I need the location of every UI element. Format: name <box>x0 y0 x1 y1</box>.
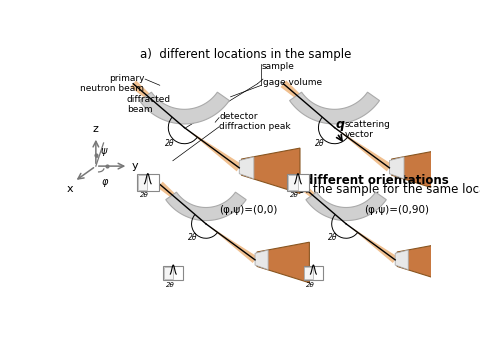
Text: x: x <box>67 184 74 194</box>
Polygon shape <box>395 250 408 270</box>
Text: primary
neutron beam: primary neutron beam <box>80 74 144 93</box>
Text: 2θ: 2θ <box>188 233 198 242</box>
Text: 2θ: 2θ <box>315 139 325 147</box>
Bar <box>303 266 323 280</box>
Text: gage volume: gage volume <box>263 78 322 87</box>
Text: detector: detector <box>219 111 258 120</box>
Text: different orientations: different orientations <box>304 174 448 187</box>
Bar <box>304 266 313 280</box>
Bar <box>137 174 159 190</box>
Polygon shape <box>389 157 404 179</box>
Bar <box>138 175 147 190</box>
Text: of the sample for the same location: of the sample for the same location <box>299 183 480 196</box>
Polygon shape <box>241 148 300 193</box>
Text: z: z <box>93 124 99 134</box>
Polygon shape <box>335 128 392 171</box>
Text: scattering
vector: scattering vector <box>345 120 390 139</box>
Text: 2θ: 2θ <box>290 192 299 198</box>
Polygon shape <box>157 182 206 224</box>
Polygon shape <box>306 192 386 221</box>
Polygon shape <box>289 92 380 124</box>
Bar <box>163 266 183 280</box>
Polygon shape <box>298 182 346 224</box>
Text: 2θ: 2θ <box>165 139 175 147</box>
Text: diffraction peak: diffraction peak <box>219 122 291 131</box>
Polygon shape <box>397 242 449 283</box>
Bar <box>164 266 173 280</box>
Polygon shape <box>206 224 257 263</box>
Text: ψ: ψ <box>100 146 107 156</box>
Bar <box>287 174 309 190</box>
Text: q: q <box>336 118 345 131</box>
Text: φ: φ <box>102 177 108 187</box>
Text: a)  different locations in the sample: a) different locations in the sample <box>140 48 352 61</box>
Polygon shape <box>346 224 397 263</box>
Text: y: y <box>131 161 138 171</box>
Polygon shape <box>255 250 268 270</box>
Polygon shape <box>257 242 310 283</box>
Text: 2θ: 2θ <box>140 192 149 198</box>
Text: (φ,ψ)=(0,90): (φ,ψ)=(0,90) <box>364 205 429 215</box>
Polygon shape <box>239 157 254 179</box>
Polygon shape <box>131 80 184 128</box>
Bar <box>288 175 298 190</box>
Text: diffracted
beam: diffracted beam <box>127 95 171 114</box>
Text: 2θ: 2θ <box>306 282 315 288</box>
Text: 2θ: 2θ <box>166 282 175 288</box>
Polygon shape <box>166 192 246 221</box>
Text: 2θ: 2θ <box>328 233 338 242</box>
Polygon shape <box>392 148 450 193</box>
Polygon shape <box>140 92 229 124</box>
Text: (φ,ψ)=(0,0): (φ,ψ)=(0,0) <box>219 205 277 215</box>
Text: b): b) <box>299 174 314 187</box>
Polygon shape <box>184 128 242 171</box>
Text: sample: sample <box>262 62 294 71</box>
Polygon shape <box>280 80 335 128</box>
